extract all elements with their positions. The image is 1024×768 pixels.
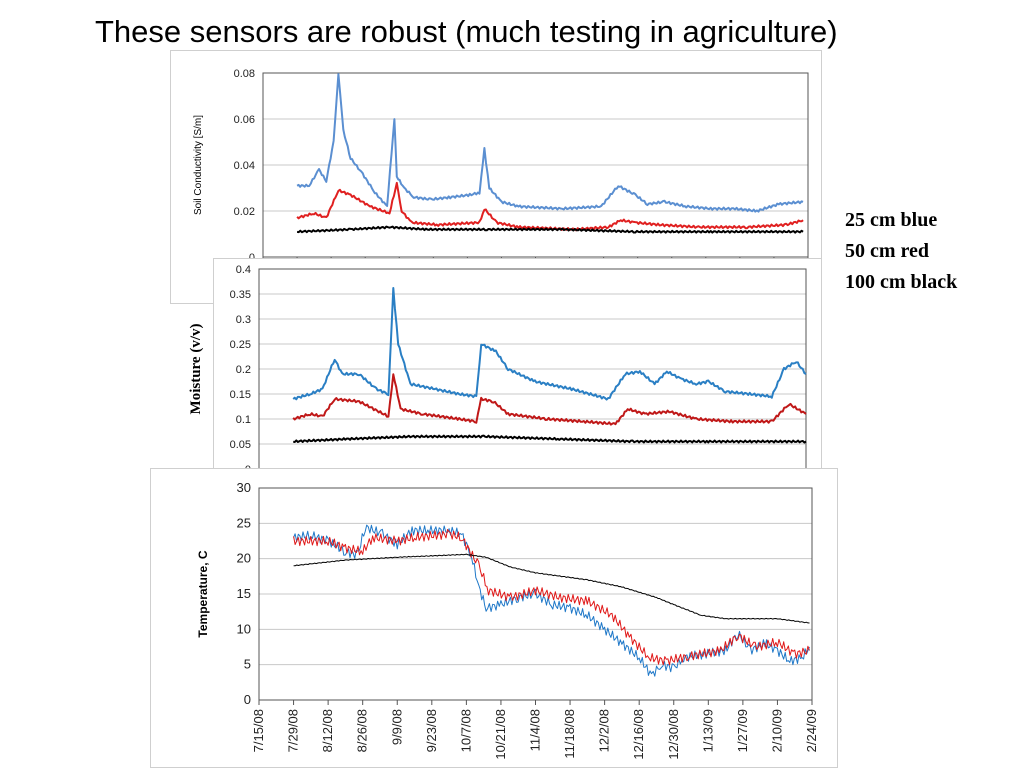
series-line-50cm <box>293 529 810 666</box>
legend-50cm: 50 cm red <box>845 240 930 262</box>
x-tick-label: 12/30/08 <box>666 709 681 760</box>
y-tick-label: 0.1 <box>236 414 251 426</box>
x-tick-label: 7/15/08 <box>251 709 266 752</box>
y-tick-label: 15 <box>237 586 251 601</box>
legend-100cm: 100 cm black <box>845 271 958 293</box>
x-tick-label: 10/7/08 <box>458 709 473 752</box>
y-tick-label: 0.05 <box>230 439 251 451</box>
series-line-100cm <box>293 434 807 444</box>
series-line-25cm <box>293 524 810 677</box>
x-tick-label: 7/29/08 <box>286 709 301 752</box>
series-line-100cm <box>296 225 804 234</box>
y-tick-label: 25 <box>237 515 251 530</box>
x-tick-label: 12/2/08 <box>597 709 612 752</box>
series-line-50cm <box>292 373 807 426</box>
legend-25cm: 25 cm blue <box>845 209 938 231</box>
y-tick-label: 10 <box>237 621 251 636</box>
y-tick-label: 0.08 <box>234 68 255 80</box>
x-tick-label: 9/23/08 <box>424 709 439 752</box>
x-tick-label: 2/10/09 <box>769 709 784 752</box>
y-tick-label: 0 <box>244 692 251 707</box>
x-tick-label: 8/12/08 <box>320 709 335 752</box>
y-tick-label: 0.3 <box>236 314 251 326</box>
series-line-100cm <box>293 553 810 624</box>
x-tick-label: 1/13/09 <box>700 709 715 752</box>
x-tick-label: 11/18/08 <box>562 709 577 759</box>
y-axis-label: Soil Conductivity [S/m] <box>193 115 204 215</box>
y-tick-label: 0.06 <box>234 114 255 126</box>
y-tick-label: 0.2 <box>236 364 251 376</box>
temperature-plot: 0 5 10 15 20 25 30 7/15/08 7/29/08 8/12/08 8/26/08… <box>196 480 819 760</box>
y-axis-label: Moisture (v/v) <box>188 324 204 415</box>
series-line-25cm <box>296 73 804 213</box>
y-tick-label: 5 <box>244 657 251 672</box>
x-tick-label: 8/26/08 <box>355 709 370 752</box>
slide-title: These sensors are robust (much testing i… <box>95 14 838 49</box>
y-tick-label: 0.04 <box>234 160 255 172</box>
x-tick-label: 2/24/09 <box>804 709 819 752</box>
x-tick-label: 12/16/08 <box>631 709 646 760</box>
series-line-25cm <box>292 287 807 401</box>
y-tick-label: 30 <box>237 480 251 495</box>
y-tick-label: 0.02 <box>234 206 255 218</box>
temperature-chart: 0 5 10 15 20 25 30 7/15/08 7/29/08 8/12/08 8/26/08… <box>150 468 838 768</box>
x-tick-label: 11/4/08 <box>528 709 543 751</box>
x-tick-label: 1/27/09 <box>735 709 750 752</box>
y-tick-label: 0.25 <box>230 339 251 351</box>
y-tick-label: 0.35 <box>230 289 251 301</box>
y-tick-label: 0.4 <box>236 264 251 276</box>
legend: 25 cm blue 50 cm red 100 cm black <box>845 205 957 298</box>
y-tick-label: 20 <box>237 551 251 566</box>
x-tick-label: 10/21/08 <box>493 709 508 760</box>
x-tick-label: 9/9/08 <box>389 709 404 745</box>
y-tick-label: 0.15 <box>230 389 251 401</box>
y-axis-label: Temperature, C <box>196 550 210 637</box>
